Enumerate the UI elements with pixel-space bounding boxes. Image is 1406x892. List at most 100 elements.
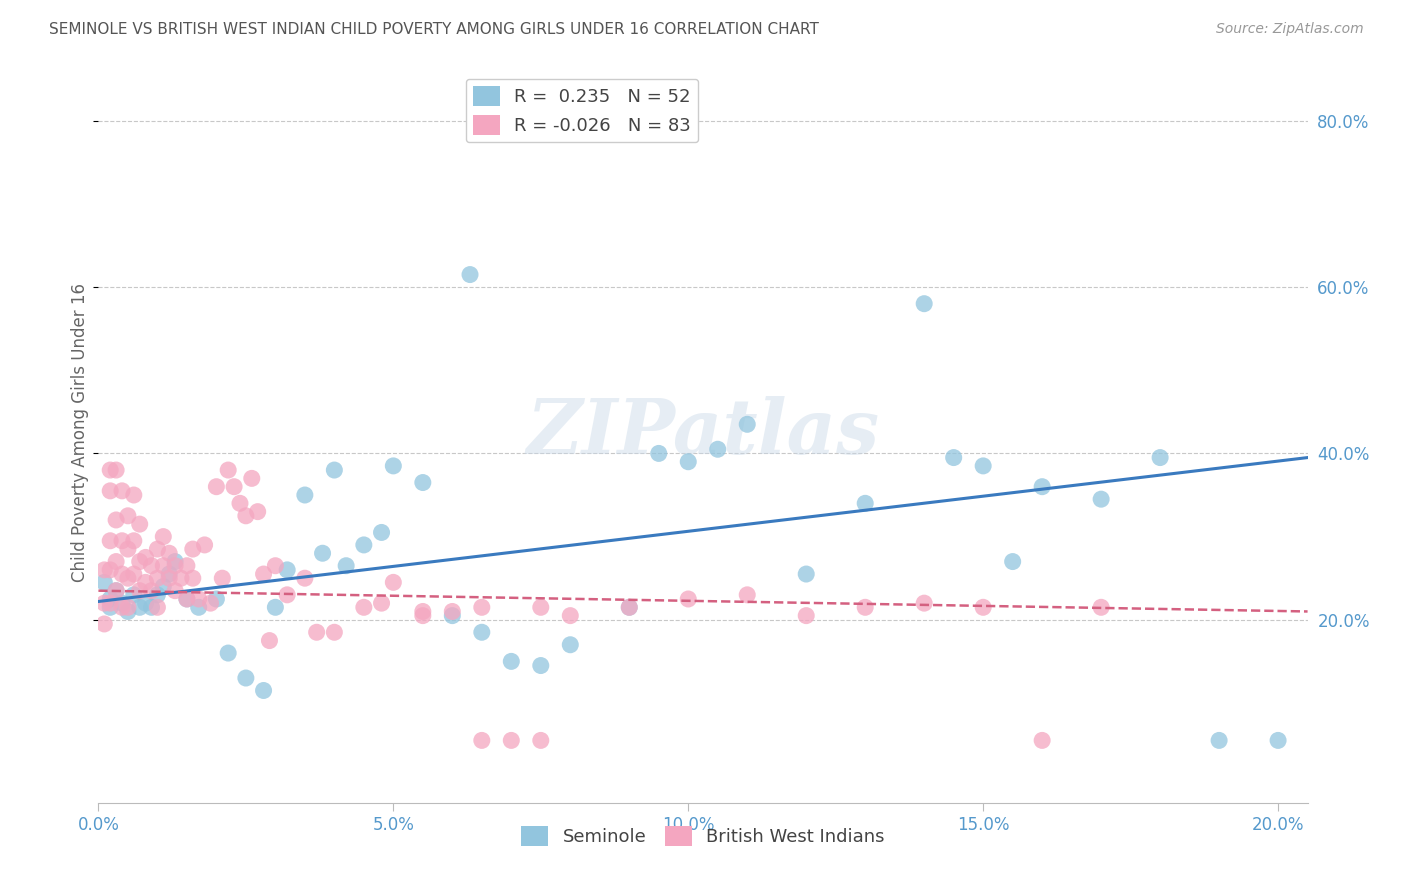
- Point: [146, 600, 169, 615]
- Point: [412, 475, 434, 490]
- Point: [187, 600, 209, 615]
- Legend: Seminole, British West Indians: Seminole, British West Indians: [515, 819, 891, 853]
- Point: [122, 588, 145, 602]
- Point: [370, 596, 392, 610]
- Point: [152, 530, 174, 544]
- Point: [276, 588, 298, 602]
- Point: [205, 592, 228, 607]
- Text: SEMINOLE VS BRITISH WEST INDIAN CHILD POVERTY AMONG GIRLS UNDER 16 CORRELATION C: SEMINOLE VS BRITISH WEST INDIAN CHILD PO…: [49, 22, 820, 37]
- Point: [111, 600, 134, 615]
- Point: [735, 417, 758, 432]
- Point: [264, 600, 287, 615]
- Point: [176, 592, 198, 607]
- Point: [530, 733, 553, 747]
- Point: [93, 563, 115, 577]
- Point: [181, 571, 204, 585]
- Point: [240, 471, 263, 485]
- Point: [735, 588, 758, 602]
- Point: [222, 480, 245, 494]
- Point: [912, 596, 935, 610]
- Point: [98, 600, 121, 615]
- Point: [353, 538, 375, 552]
- Point: [105, 513, 128, 527]
- Point: [942, 450, 965, 465]
- Point: [165, 583, 187, 598]
- Point: [187, 592, 209, 607]
- Point: [157, 546, 180, 560]
- Point: [560, 608, 582, 623]
- Point: [530, 600, 553, 615]
- Point: [157, 571, 180, 585]
- Point: [441, 608, 464, 623]
- Point: [194, 538, 217, 552]
- Point: [98, 592, 121, 607]
- Point: [1001, 555, 1024, 569]
- Point: [471, 733, 494, 747]
- Point: [1031, 480, 1053, 494]
- Point: [246, 505, 269, 519]
- Point: [1149, 450, 1171, 465]
- Point: [98, 563, 121, 577]
- Point: [111, 483, 134, 498]
- Point: [122, 567, 145, 582]
- Point: [217, 646, 239, 660]
- Point: [111, 567, 134, 582]
- Point: [412, 605, 434, 619]
- Point: [170, 571, 193, 585]
- Point: [217, 463, 239, 477]
- Point: [98, 533, 121, 548]
- Point: [471, 625, 494, 640]
- Point: [235, 671, 257, 685]
- Point: [259, 633, 281, 648]
- Point: [117, 605, 139, 619]
- Point: [619, 600, 641, 615]
- Point: [706, 442, 728, 457]
- Point: [146, 588, 169, 602]
- Point: [98, 463, 121, 477]
- Point: [1090, 600, 1112, 615]
- Point: [135, 575, 157, 590]
- Point: [111, 596, 134, 610]
- Point: [648, 446, 671, 460]
- Point: [146, 571, 169, 585]
- Point: [122, 488, 145, 502]
- Point: [501, 654, 523, 668]
- Point: [200, 596, 222, 610]
- Point: [530, 658, 553, 673]
- Point: [117, 600, 139, 615]
- Point: [117, 508, 139, 523]
- Point: [382, 575, 405, 590]
- Point: [165, 555, 187, 569]
- Text: Source: ZipAtlas.com: Source: ZipAtlas.com: [1216, 22, 1364, 37]
- Point: [93, 575, 115, 590]
- Point: [98, 596, 121, 610]
- Point: [1208, 733, 1230, 747]
- Point: [794, 608, 817, 623]
- Point: [853, 600, 876, 615]
- Point: [181, 542, 204, 557]
- Text: ZIPatlas: ZIPatlas: [526, 396, 880, 469]
- Point: [176, 592, 198, 607]
- Point: [141, 558, 163, 573]
- Point: [205, 480, 228, 494]
- Point: [441, 605, 464, 619]
- Point: [1090, 492, 1112, 507]
- Point: [972, 600, 994, 615]
- Point: [294, 571, 316, 585]
- Point: [176, 558, 198, 573]
- Point: [152, 558, 174, 573]
- Point: [152, 580, 174, 594]
- Point: [972, 458, 994, 473]
- Point: [912, 296, 935, 310]
- Point: [117, 542, 139, 557]
- Point: [105, 583, 128, 598]
- Point: [252, 683, 274, 698]
- Point: [98, 483, 121, 498]
- Point: [471, 600, 494, 615]
- Point: [93, 596, 115, 610]
- Point: [105, 463, 128, 477]
- Point: [678, 592, 700, 607]
- Point: [235, 508, 257, 523]
- Point: [135, 596, 157, 610]
- Point: [128, 583, 150, 598]
